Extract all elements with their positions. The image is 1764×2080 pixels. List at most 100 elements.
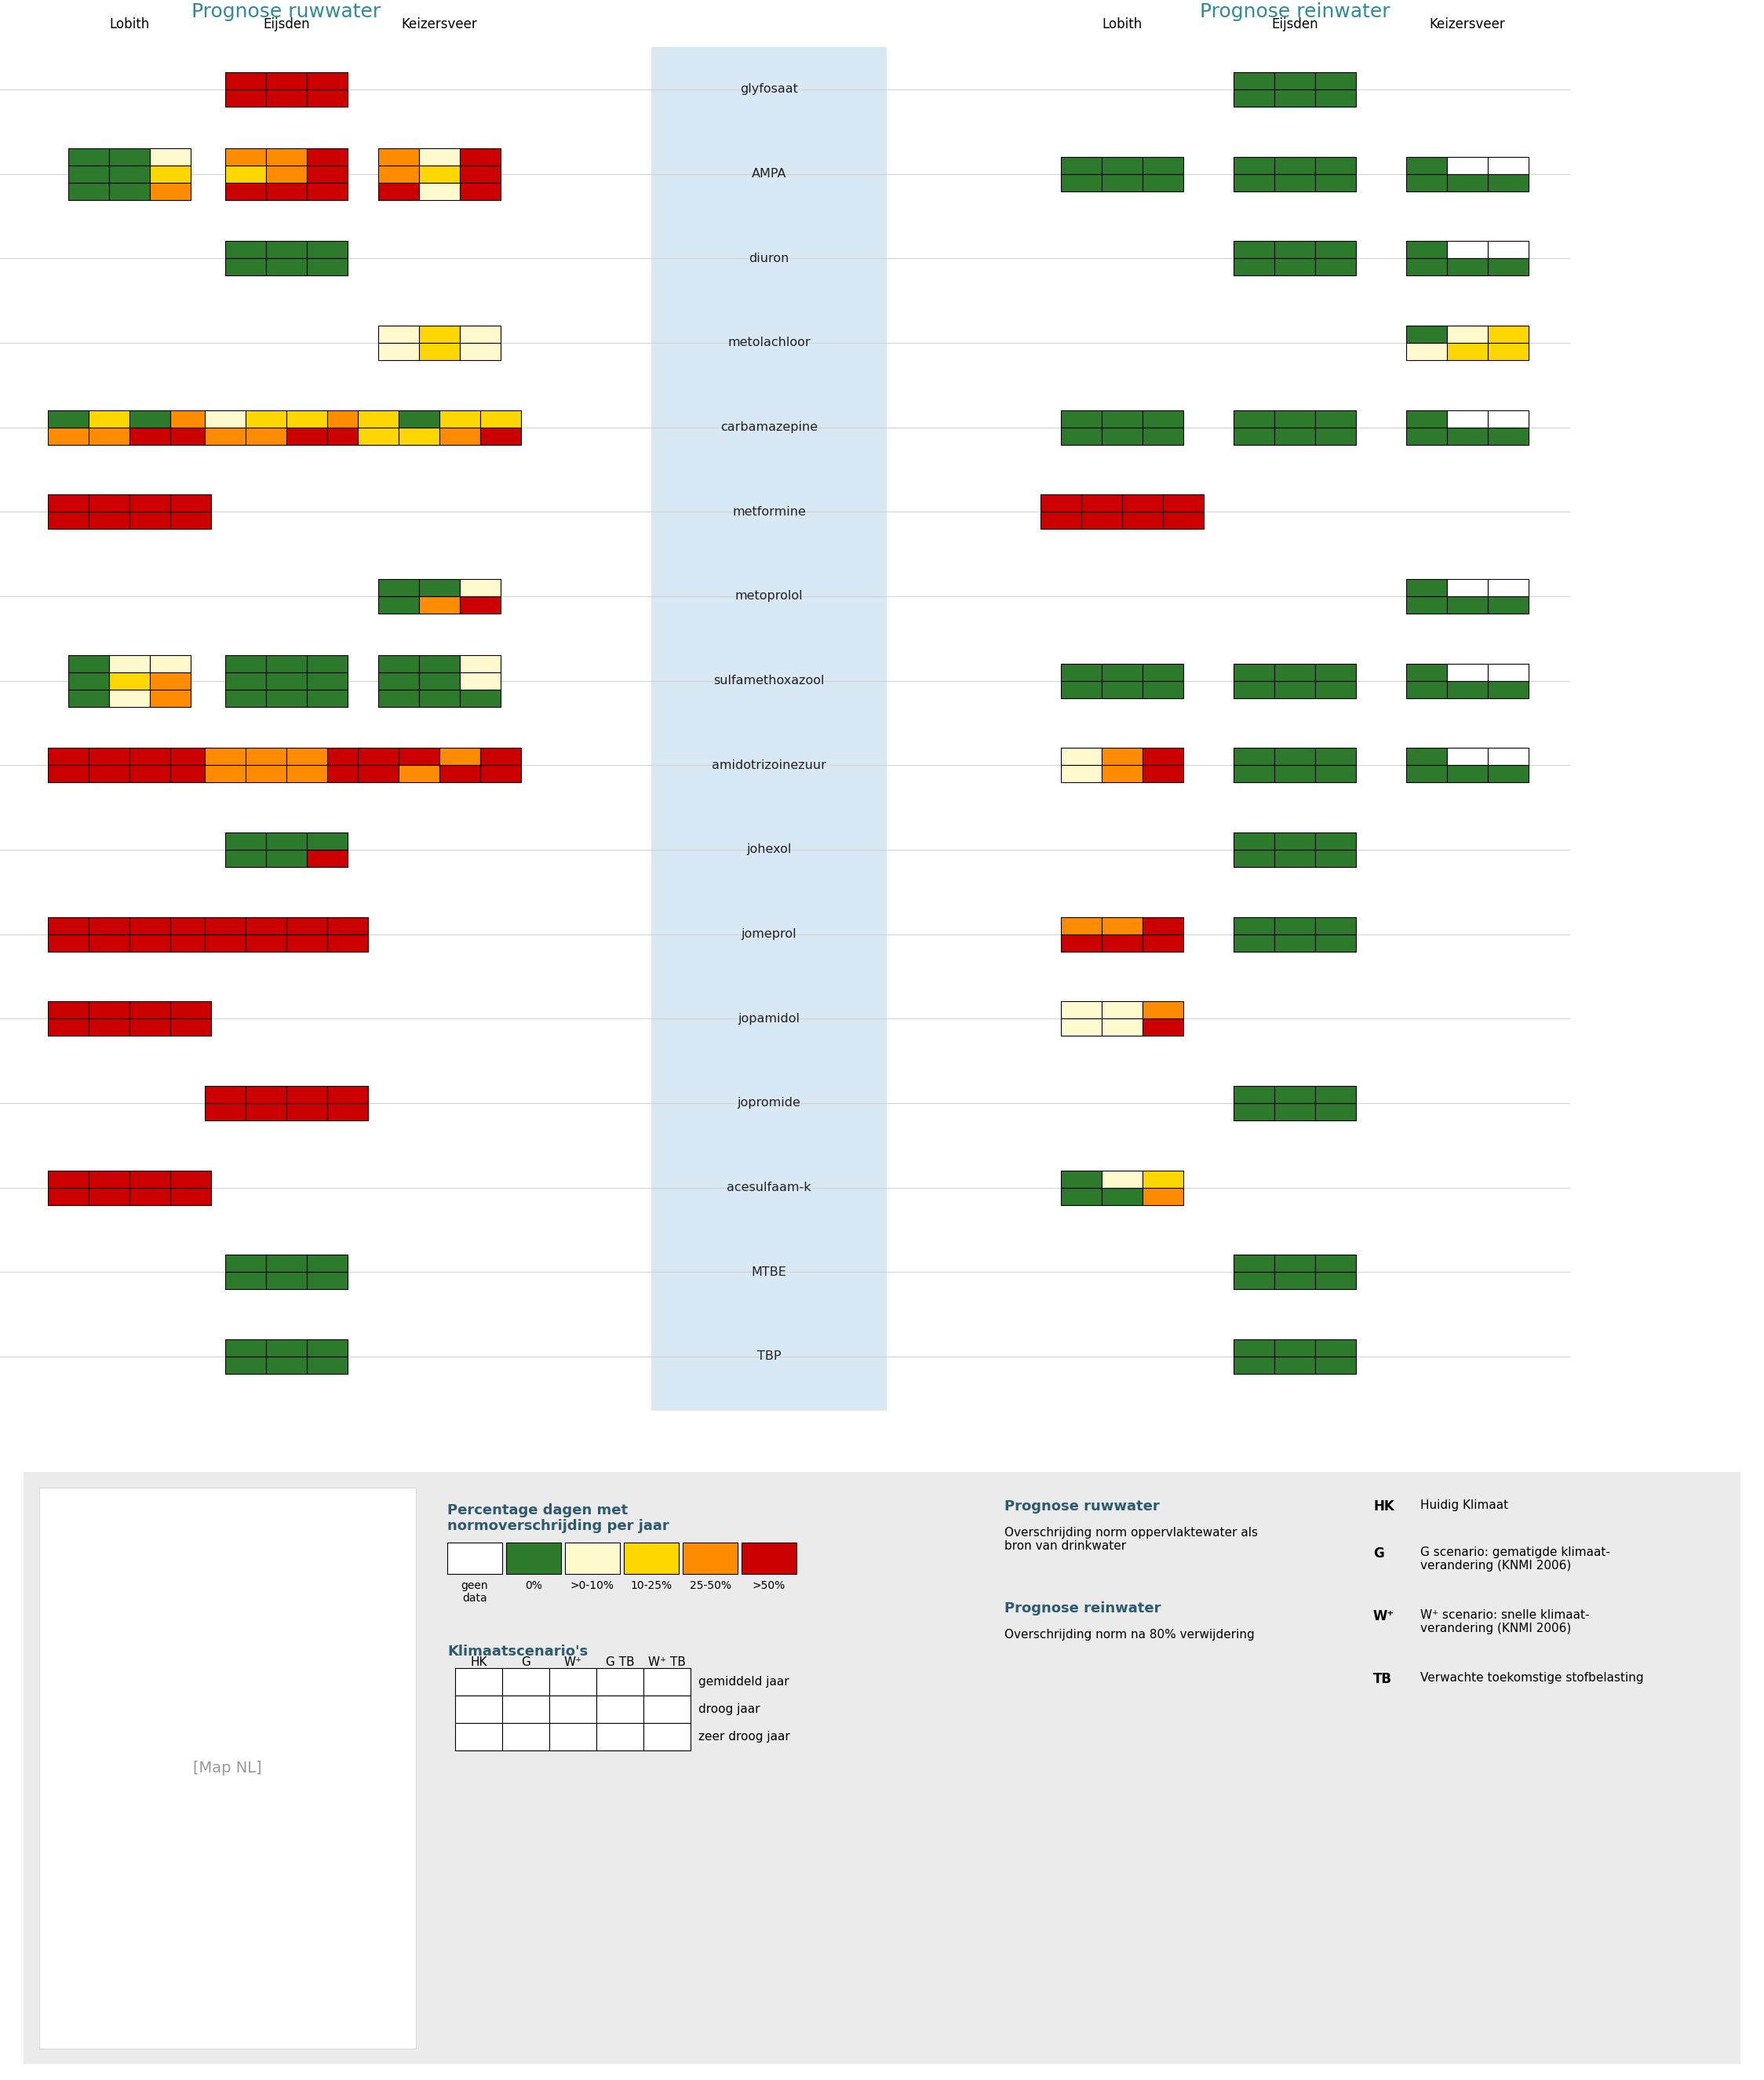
FancyBboxPatch shape: [171, 1188, 212, 1204]
FancyBboxPatch shape: [129, 1188, 171, 1204]
FancyBboxPatch shape: [266, 1340, 307, 1356]
Text: Keizersveer: Keizersveer: [1429, 17, 1505, 31]
FancyBboxPatch shape: [1487, 324, 1529, 343]
FancyBboxPatch shape: [1060, 1188, 1102, 1204]
FancyBboxPatch shape: [503, 1695, 549, 1722]
FancyBboxPatch shape: [1316, 410, 1357, 426]
FancyBboxPatch shape: [88, 934, 129, 951]
FancyBboxPatch shape: [1316, 1356, 1357, 1373]
FancyBboxPatch shape: [460, 672, 501, 688]
Text: Lobith: Lobith: [1102, 17, 1143, 31]
FancyBboxPatch shape: [1316, 1340, 1357, 1356]
FancyBboxPatch shape: [460, 148, 501, 164]
FancyBboxPatch shape: [1406, 597, 1446, 614]
FancyBboxPatch shape: [455, 1668, 503, 1695]
FancyBboxPatch shape: [1060, 156, 1102, 175]
FancyBboxPatch shape: [1122, 495, 1162, 512]
FancyBboxPatch shape: [307, 672, 348, 688]
FancyBboxPatch shape: [1316, 1086, 1357, 1102]
FancyBboxPatch shape: [1143, 664, 1184, 680]
FancyBboxPatch shape: [439, 410, 480, 426]
FancyBboxPatch shape: [1102, 1188, 1143, 1204]
FancyBboxPatch shape: [460, 164, 501, 183]
FancyBboxPatch shape: [1406, 578, 1446, 597]
Text: geen
data: geen data: [460, 1581, 489, 1604]
FancyBboxPatch shape: [109, 183, 150, 200]
FancyBboxPatch shape: [286, 410, 326, 426]
FancyBboxPatch shape: [1060, 664, 1102, 680]
FancyBboxPatch shape: [460, 655, 501, 672]
FancyBboxPatch shape: [171, 765, 212, 782]
Text: TBP: TBP: [757, 1350, 781, 1362]
FancyBboxPatch shape: [286, 749, 326, 765]
FancyBboxPatch shape: [1233, 917, 1274, 934]
FancyBboxPatch shape: [266, 655, 307, 672]
FancyBboxPatch shape: [1446, 175, 1487, 191]
FancyBboxPatch shape: [109, 672, 150, 688]
FancyBboxPatch shape: [326, 410, 369, 426]
FancyBboxPatch shape: [205, 426, 245, 445]
FancyBboxPatch shape: [171, 495, 212, 512]
FancyBboxPatch shape: [1102, 156, 1143, 175]
FancyBboxPatch shape: [480, 749, 520, 765]
FancyBboxPatch shape: [69, 164, 109, 183]
FancyBboxPatch shape: [460, 688, 501, 707]
FancyBboxPatch shape: [171, 749, 212, 765]
FancyBboxPatch shape: [226, 183, 266, 200]
FancyBboxPatch shape: [1487, 410, 1529, 426]
FancyBboxPatch shape: [1406, 258, 1446, 275]
FancyBboxPatch shape: [1122, 512, 1162, 528]
FancyBboxPatch shape: [1274, 832, 1316, 849]
Text: 10-25%: 10-25%: [630, 1581, 672, 1591]
FancyBboxPatch shape: [377, 183, 420, 200]
FancyBboxPatch shape: [205, 410, 245, 426]
FancyBboxPatch shape: [1102, 749, 1143, 765]
FancyBboxPatch shape: [129, 749, 171, 765]
FancyBboxPatch shape: [129, 410, 171, 426]
FancyBboxPatch shape: [377, 148, 420, 164]
FancyBboxPatch shape: [307, 688, 348, 707]
FancyBboxPatch shape: [1487, 241, 1529, 258]
FancyBboxPatch shape: [69, 183, 109, 200]
FancyBboxPatch shape: [448, 1541, 503, 1575]
FancyBboxPatch shape: [307, 148, 348, 164]
FancyBboxPatch shape: [245, 1086, 286, 1102]
FancyBboxPatch shape: [1233, 832, 1274, 849]
FancyBboxPatch shape: [48, 410, 88, 426]
FancyBboxPatch shape: [129, 1171, 171, 1188]
FancyBboxPatch shape: [266, 688, 307, 707]
FancyBboxPatch shape: [549, 1668, 596, 1695]
FancyBboxPatch shape: [307, 164, 348, 183]
FancyBboxPatch shape: [307, 1273, 348, 1290]
FancyBboxPatch shape: [358, 765, 399, 782]
FancyBboxPatch shape: [1233, 1102, 1274, 1121]
FancyBboxPatch shape: [1274, 749, 1316, 765]
FancyBboxPatch shape: [266, 1254, 307, 1273]
FancyBboxPatch shape: [286, 1102, 326, 1121]
FancyBboxPatch shape: [226, 148, 266, 164]
FancyBboxPatch shape: [1102, 664, 1143, 680]
FancyBboxPatch shape: [439, 749, 480, 765]
FancyBboxPatch shape: [88, 495, 129, 512]
FancyBboxPatch shape: [1487, 578, 1529, 597]
FancyBboxPatch shape: [1316, 917, 1357, 934]
FancyBboxPatch shape: [326, 426, 369, 445]
FancyBboxPatch shape: [88, 1171, 129, 1188]
FancyBboxPatch shape: [326, 765, 369, 782]
FancyBboxPatch shape: [460, 578, 501, 597]
FancyBboxPatch shape: [1316, 426, 1357, 445]
FancyBboxPatch shape: [596, 1695, 644, 1722]
FancyBboxPatch shape: [266, 73, 307, 89]
Text: Prognose reinwater: Prognose reinwater: [1200, 2, 1390, 21]
Text: carbamazepine: carbamazepine: [720, 422, 818, 433]
FancyBboxPatch shape: [286, 426, 326, 445]
Text: glyfosaat: glyfosaat: [741, 83, 797, 96]
FancyBboxPatch shape: [1233, 765, 1274, 782]
FancyBboxPatch shape: [1406, 324, 1446, 343]
Text: W⁺ scenario: snelle klimaat-
verandering (KNMI 2006): W⁺ scenario: snelle klimaat- verandering…: [1420, 1610, 1589, 1635]
FancyBboxPatch shape: [1487, 156, 1529, 175]
FancyBboxPatch shape: [1406, 175, 1446, 191]
Text: G scenario: gematigde klimaat-
verandering (KNMI 2006): G scenario: gematigde klimaat- veranderi…: [1420, 1545, 1611, 1572]
FancyBboxPatch shape: [1143, 426, 1184, 445]
FancyBboxPatch shape: [1487, 343, 1529, 360]
